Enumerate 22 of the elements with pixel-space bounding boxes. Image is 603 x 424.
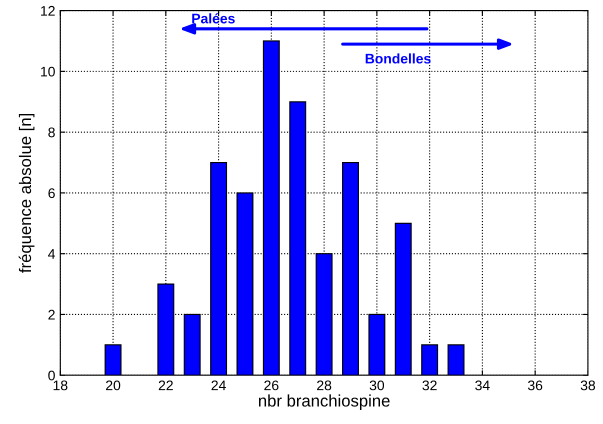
y-tick-label: 4: [48, 249, 56, 259]
y-tick-label: 0: [48, 370, 55, 380]
y-tick-label: 12: [41, 6, 55, 16]
y-tick-label: 6: [48, 188, 55, 198]
x-tick-label: 34: [475, 380, 490, 390]
x-tick-label: 36: [528, 380, 542, 390]
y-tick-label: 2: [48, 310, 55, 320]
x-tick-label: 38: [580, 380, 596, 390]
x-axis-title: nbr branchiospine: [258, 394, 390, 410]
y-tick-label: 8: [48, 127, 55, 138]
x-tick-label: 30: [370, 380, 384, 390]
y-axis-title: fréquence absolue [n]: [18, 114, 34, 273]
x-tick-label: 28: [317, 380, 332, 390]
x-tick-label: 26: [264, 380, 278, 390]
annotation: Palées: [192, 13, 235, 24]
x-tick-label: 24: [212, 380, 226, 390]
x-tick-label: 20: [106, 380, 120, 390]
y-tick-label: 10: [41, 66, 55, 77]
annotation: Bondelles: [366, 53, 431, 64]
x-tick-label: 22: [158, 380, 173, 390]
x-tick-label: 18: [54, 380, 68, 390]
x-tick-label: 32: [422, 380, 437, 390]
